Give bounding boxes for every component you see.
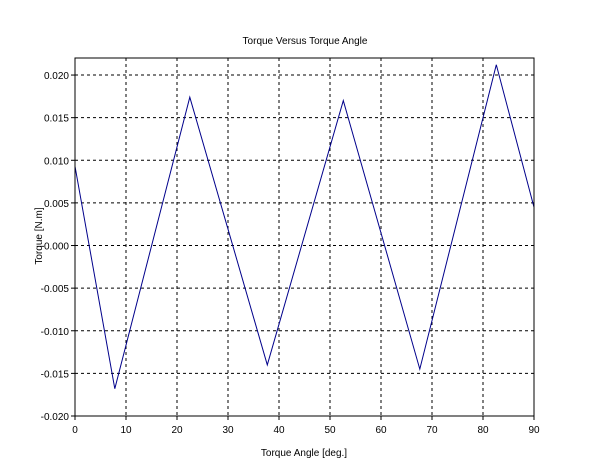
x-tick-label: 60	[375, 425, 387, 436]
grid-lines	[75, 58, 534, 416]
x-tick-label: 10	[120, 425, 132, 436]
chart-title: Torque Versus Torque Angle	[243, 36, 368, 47]
y-tick-label: 0.020	[44, 71, 69, 82]
y-axis-label: Torque [N.m]	[34, 207, 45, 264]
y-axis-ticks: -0.020 -0.015 -0.010 -0.005 0.000 0.005 0.010 0…	[41, 71, 75, 423]
x-axis-ticks: 0 10 20 30 40 50 60 70 80 90	[72, 416, 540, 436]
x-tick-label: 40	[273, 425, 285, 436]
y-tick-label: 0.010	[44, 156, 69, 167]
x-tick-label: 0	[72, 425, 78, 436]
y-tick-label: -0.015	[41, 369, 70, 380]
plot-frame	[74, 57, 535, 417]
x-tick-label: 50	[324, 425, 336, 436]
x-axis-label: Torque Angle [deg.]	[261, 448, 347, 459]
series-line-torque	[74, 64, 535, 389]
y-tick-label: 0.000	[44, 242, 69, 253]
x-tick-label: 80	[477, 425, 489, 436]
y-tick-label: -0.010	[41, 327, 70, 338]
y-tick-label: -0.005	[41, 284, 70, 295]
y-tick-label: -0.020	[41, 412, 70, 423]
y-tick-label: 0.005	[44, 199, 69, 210]
y-tick-label: 0.015	[44, 114, 69, 125]
x-tick-label: 70	[426, 425, 438, 436]
x-tick-label: 90	[528, 425, 540, 436]
series-layer	[74, 64, 535, 389]
x-tick-label: 30	[222, 425, 234, 436]
x-tick-label: 20	[171, 425, 183, 436]
